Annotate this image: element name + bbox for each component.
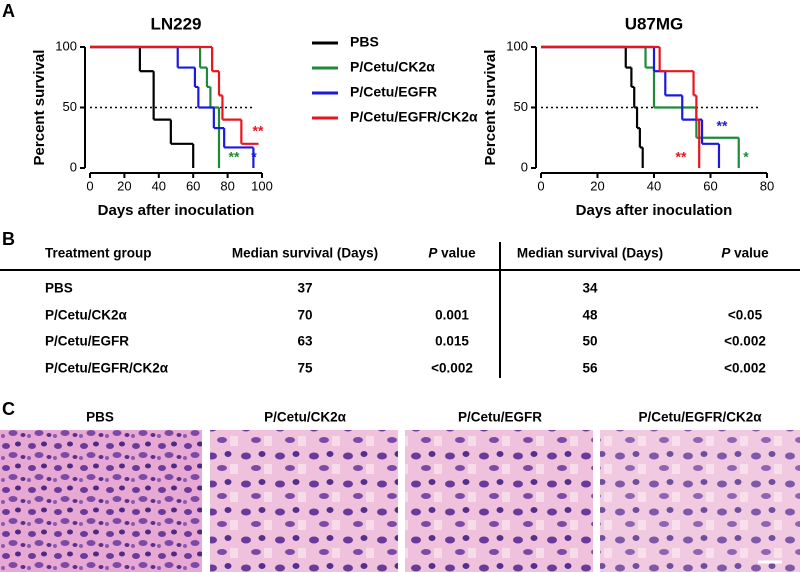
table-cell: 0.001 (435, 307, 469, 322)
table-cell: P value (721, 245, 769, 261)
x-tick-label: 80 (760, 178, 774, 193)
y-tick-label: 0 (521, 159, 528, 174)
x-tick-label: 0 (86, 178, 93, 193)
table-cell: 70 (297, 307, 313, 322)
panel-label: C (2, 399, 15, 419)
table-cell: Median survival (Days) (516, 245, 664, 261)
image-label: PBS (86, 410, 114, 425)
x-axis-label: Days after inoculation (576, 202, 733, 219)
histology-image (600, 430, 800, 572)
table-cell: P/Cetu/EGFR (45, 333, 130, 349)
table-cell: 0.015 (435, 333, 469, 349)
significance-mark: * (743, 149, 749, 165)
x-tick-label: 60 (186, 178, 200, 193)
table-cell: P value (428, 245, 476, 261)
significance-mark: * (251, 149, 257, 165)
x-tick-label: 60 (703, 178, 717, 193)
x-tick-label: 0 (537, 178, 544, 193)
significance-mark: ** (253, 123, 264, 139)
y-axis-label: Percent survival (482, 50, 499, 166)
x-tick-label: 80 (220, 178, 234, 193)
table-cell: Median survival (Days) (231, 245, 379, 261)
x-tick-label: 20 (117, 178, 131, 193)
table-cell: <0.002 (724, 333, 766, 349)
histology-image (210, 430, 398, 572)
legend-label: P/Cetu/EGFR/CK2α (350, 109, 478, 125)
table-cell: PBS (45, 280, 73, 296)
panel-label: B (2, 229, 15, 249)
image-label: P/Cetu/EGFR (458, 410, 542, 425)
table-cell: <0.002 (724, 360, 766, 375)
image-label: P/Cetu/CK2α (264, 410, 347, 425)
table-cell: 48 (582, 307, 598, 322)
y-axis-label: Percent survival (31, 50, 48, 166)
x-axis-label: Days after inoculation (98, 202, 255, 219)
x-tick-label: 20 (590, 178, 604, 193)
table-cell: 63 (297, 333, 313, 349)
x-tick-label: 40 (152, 178, 166, 193)
chart-title: LN229 (150, 14, 201, 33)
legend-label: P/Cetu/EGFR (350, 84, 437, 100)
table-cell: P/Cetu/EGFR/CK2α (45, 360, 169, 375)
table-cell: 50 (582, 333, 598, 349)
table-cell: P/Cetu/CK2α (45, 307, 127, 322)
legend-label: P/Cetu/CK2α (350, 59, 435, 75)
histology-image (405, 430, 593, 572)
significance-mark: ** (676, 149, 687, 165)
table-cell: 56 (582, 360, 598, 375)
significance-mark: ** (717, 118, 728, 134)
table-cell: Treatment group (45, 245, 152, 261)
y-tick-label: 0 (70, 159, 77, 174)
table-cell: <0.002 (431, 360, 473, 375)
table-cell: 75 (297, 360, 313, 375)
survival-plots: LN229 Days after inoculation Percent survi… (31, 14, 774, 218)
panel-label: A (2, 1, 15, 21)
table-cell: 34 (582, 280, 598, 296)
table-cell: 37 (297, 280, 313, 296)
table-cell: <0.05 (727, 307, 763, 322)
histology-image (0, 430, 202, 572)
chart-title: U87MG (625, 14, 684, 33)
image-label: P/Cetu/EGFR/CK2α (638, 410, 762, 425)
y-tick-label: 50 (514, 99, 528, 114)
x-tick-label: 100 (251, 178, 273, 193)
y-tick-label: 100 (55, 38, 77, 53)
y-tick-label: 50 (63, 99, 77, 114)
legend-label: PBS (350, 34, 379, 50)
y-tick-label: 100 (506, 38, 528, 53)
x-tick-label: 40 (647, 178, 661, 193)
significance-mark: ** (229, 149, 240, 165)
